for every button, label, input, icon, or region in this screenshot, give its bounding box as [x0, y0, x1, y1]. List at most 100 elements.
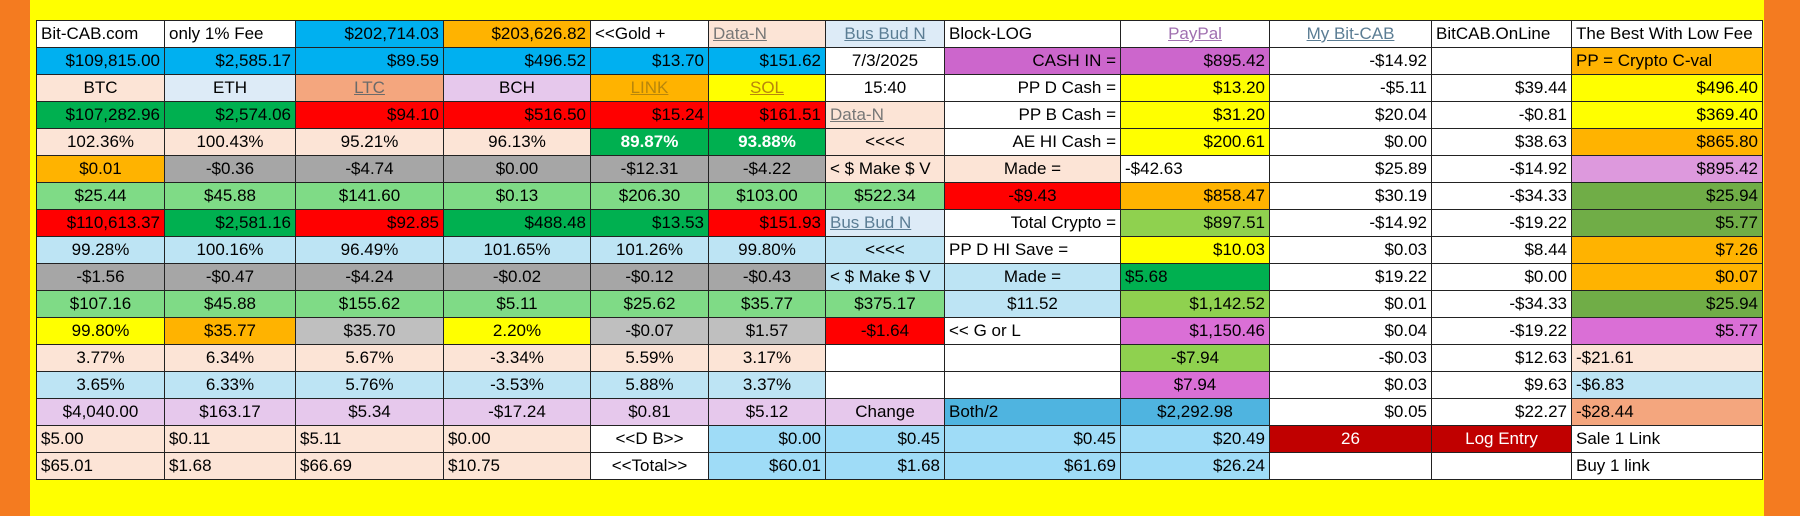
cell[interactable]: $9.63: [1431, 371, 1572, 399]
date-cell[interactable]: 7/3/2025: [825, 47, 945, 75]
cell[interactable]: -$4.24: [295, 263, 444, 291]
cell[interactable]: -$4.22: [708, 155, 826, 183]
buy-link-button[interactable]: Buy 1 link: [1571, 452, 1763, 480]
cell[interactable]: $161.51: [708, 101, 826, 129]
cell[interactable]: -$12.31: [590, 155, 709, 183]
cell[interactable]: 101.26%: [590, 236, 709, 264]
cell[interactable]: $30.19: [1269, 182, 1432, 210]
cell[interactable]: 5.59%: [590, 344, 709, 372]
cell[interactable]: 101.65%: [443, 236, 591, 264]
cell[interactable]: 100.16%: [164, 236, 296, 264]
cell[interactable]: $897.51: [1120, 209, 1270, 237]
cell[interactable]: 5.88%: [590, 371, 709, 399]
cell[interactable]: $20.49: [1120, 425, 1270, 453]
cell[interactable]: -3.53%: [443, 371, 591, 399]
cell[interactable]: $5.77: [1571, 317, 1763, 345]
cell[interactable]: $0.00: [443, 155, 591, 183]
cell[interactable]: $25.44: [36, 182, 165, 210]
cell[interactable]: $25.62: [590, 290, 709, 318]
cell[interactable]: $0.45: [825, 425, 945, 453]
cell[interactable]: $110,613.37: [36, 209, 165, 237]
cell[interactable]: -$0.03: [1269, 344, 1432, 372]
cell[interactable]: $206.30: [590, 182, 709, 210]
cell[interactable]: -$0.12: [590, 263, 709, 291]
cell[interactable]: $20.04: [1269, 101, 1432, 129]
cell[interactable]: $22.27: [1431, 398, 1572, 426]
cell[interactable]: $0.04: [1269, 317, 1432, 345]
cell[interactable]: $1.68: [825, 452, 945, 480]
cell[interactable]: $5.00: [36, 425, 165, 453]
cell[interactable]: $488.48: [443, 209, 591, 237]
cell[interactable]: $151.93: [708, 209, 826, 237]
cell[interactable]: $5.34: [295, 398, 444, 426]
cell[interactable]: 3.17%: [708, 344, 826, 372]
cell[interactable]: $35.70: [295, 317, 444, 345]
cell[interactable]: 95.21%: [295, 128, 444, 156]
cell[interactable]: $5.68: [1120, 263, 1270, 291]
cell[interactable]: -3.34%: [443, 344, 591, 372]
cell[interactable]: $35.77: [708, 290, 826, 318]
cell[interactable]: 2.20%: [443, 317, 591, 345]
cell[interactable]: $0.81: [590, 398, 709, 426]
cell[interactable]: $0.05: [1269, 398, 1432, 426]
cell[interactable]: -$34.33: [1431, 182, 1572, 210]
cell[interactable]: $1.68: [164, 452, 296, 480]
cell[interactable]: $496.52: [443, 47, 591, 75]
cell[interactable]: $61.69: [944, 452, 1121, 480]
cell[interactable]: $522.34: [825, 182, 945, 210]
cell[interactable]: -$5.11: [1269, 74, 1432, 102]
cell[interactable]: $865.80: [1571, 128, 1763, 156]
cell[interactable]: $0.01: [36, 155, 165, 183]
cell[interactable]: 102.36%: [36, 128, 165, 156]
empty-cell[interactable]: [1269, 452, 1432, 480]
cell[interactable]: $5.11: [295, 425, 444, 453]
cell[interactable]: $35.77: [164, 317, 296, 345]
cell[interactable]: $0.03: [1269, 236, 1432, 264]
cell[interactable]: $375.17: [825, 290, 945, 318]
cell[interactable]: $10.75: [443, 452, 591, 480]
empty-cell[interactable]: [825, 371, 945, 399]
cell[interactable]: 5.76%: [295, 371, 444, 399]
cell[interactable]: -$19.22: [1431, 317, 1572, 345]
cell[interactable]: $109,815.00: [36, 47, 165, 75]
cell[interactable]: $0.00: [1269, 128, 1432, 156]
cell[interactable]: -$0.81: [1431, 101, 1572, 129]
empty-cell[interactable]: [1431, 452, 1572, 480]
cell[interactable]: $60.01: [708, 452, 826, 480]
empty-cell[interactable]: [825, 344, 945, 372]
cell[interactable]: $1.57: [708, 317, 826, 345]
cell[interactable]: $858.47: [1120, 182, 1270, 210]
cell[interactable]: 93.88%: [708, 128, 826, 156]
paypal-link[interactable]: PayPal: [1120, 20, 1270, 48]
cell[interactable]: $65.01: [36, 452, 165, 480]
empty-cell[interactable]: [944, 344, 1121, 372]
cell[interactable]: 96.13%: [443, 128, 591, 156]
cell[interactable]: 100.43%: [164, 128, 296, 156]
cell[interactable]: $2,581.16: [164, 209, 296, 237]
cell[interactable]: $0.00: [708, 425, 826, 453]
cell[interactable]: 99.80%: [708, 236, 826, 264]
coin-link-link[interactable]: LINK: [590, 74, 709, 102]
cell[interactable]: $369.40: [1571, 101, 1763, 129]
cell[interactable]: $13.20: [1120, 74, 1270, 102]
cell[interactable]: $2,585.17: [164, 47, 296, 75]
cell[interactable]: $13.70: [590, 47, 709, 75]
cell[interactable]: -$0.47: [164, 263, 296, 291]
cell[interactable]: $38.63: [1431, 128, 1572, 156]
cell[interactable]: -$6.83: [1571, 371, 1763, 399]
coin-ltc-link[interactable]: LTC: [295, 74, 444, 102]
cell[interactable]: $107,282.96: [36, 101, 165, 129]
bus-bud-n-link-2[interactable]: Bus Bud N: [825, 209, 945, 237]
cell[interactable]: $2,574.06: [164, 101, 296, 129]
cell[interactable]: $2,292.98: [1120, 398, 1270, 426]
cell[interactable]: $151.62: [708, 47, 826, 75]
cell[interactable]: 3.37%: [708, 371, 826, 399]
cell[interactable]: -$19.22: [1431, 209, 1572, 237]
cell[interactable]: $1,150.46: [1120, 317, 1270, 345]
cell[interactable]: -$9.43: [944, 182, 1121, 210]
cell[interactable]: $45.88: [164, 182, 296, 210]
cell[interactable]: $92.85: [295, 209, 444, 237]
cell[interactable]: 6.34%: [164, 344, 296, 372]
cell[interactable]: $25.94: [1571, 182, 1763, 210]
cell[interactable]: -$14.92: [1269, 209, 1432, 237]
